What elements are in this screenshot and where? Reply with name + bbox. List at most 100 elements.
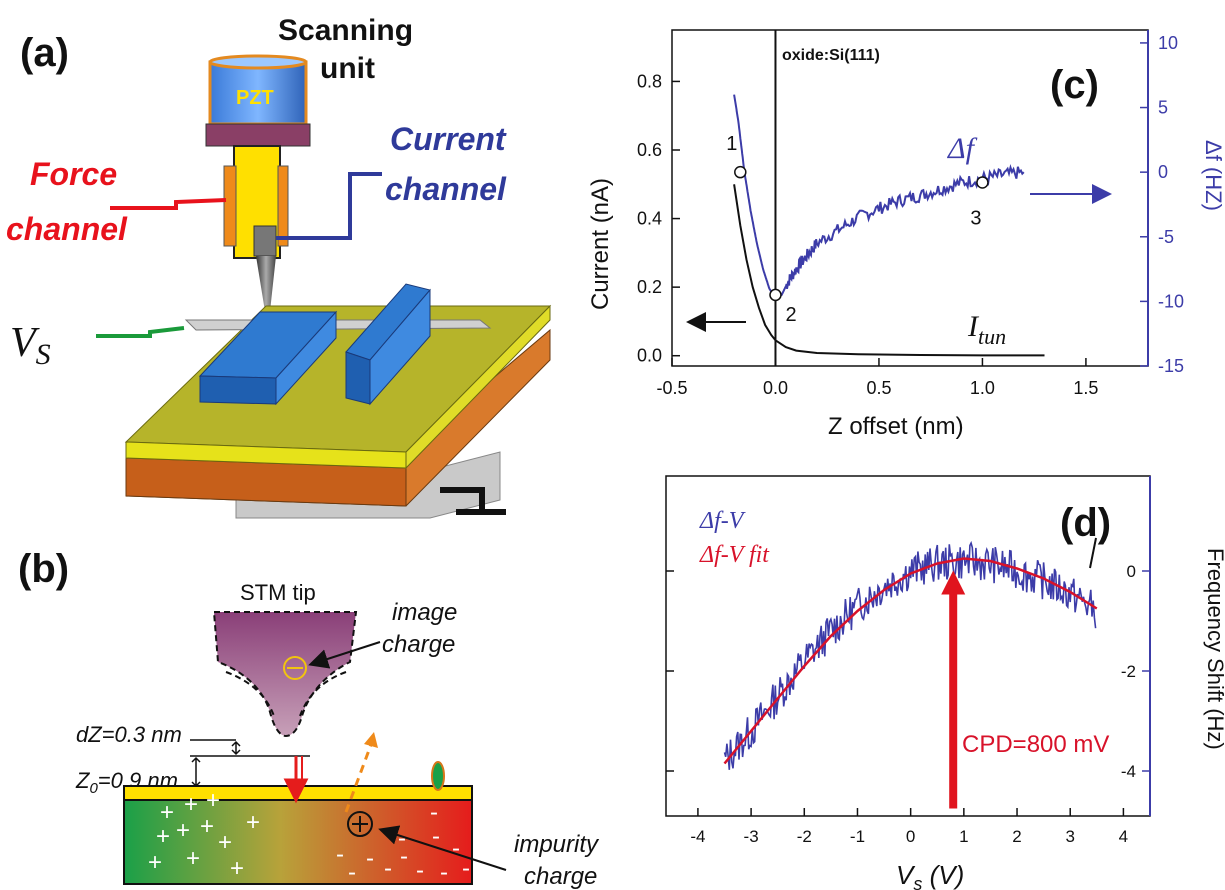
y2-tick-label: 10 — [1158, 33, 1178, 53]
dz-arrows — [231, 740, 241, 756]
plus-charge: + — [184, 791, 198, 818]
plus-charge: + — [230, 855, 244, 882]
current-channel-label-line1: Current — [390, 121, 507, 157]
panel-d-x-ticks: -4 -3 -2 -1 0 1 2 3 4 — [690, 808, 1128, 846]
y-tick-label: -4 — [1121, 762, 1136, 781]
panel-d-y-ticks: 0 -2 -4 — [666, 562, 1150, 781]
minus-charge: - — [462, 855, 470, 882]
negative-charges: -- --- - - ------ — [336, 799, 488, 886]
impurity-charge-pointer — [378, 825, 507, 871]
panel-d-cpd-label: CPD=800 mV — [962, 731, 1109, 758]
orange-dashed-arrow — [344, 741, 374, 813]
x-tick-label: -3 — [744, 827, 759, 846]
panel-c-x-ticks: -0.5 0.0 0.5 1.0 1.5 — [656, 358, 1098, 398]
panel-c-df-series-label: Δf — [947, 132, 978, 165]
impurity-charge-marker — [347, 811, 373, 837]
y-tick-label: 0.8 — [637, 71, 662, 91]
minus-charge: - — [430, 799, 438, 826]
force-channel-label-line2: channel — [6, 211, 128, 247]
minus-charge: - — [416, 857, 424, 884]
panel-c-y2-ticks: 10 5 0 -5 -10 -15 — [1140, 33, 1184, 376]
current-channel-label-line2: channel — [385, 171, 507, 207]
panel-c-y2label: Δf (HZ) — [1201, 140, 1225, 211]
panel-b: (b) STM tip image charge dZ=0.3 nm Z0=0.… — [18, 547, 600, 890]
x-tick-label: 1.0 — [970, 378, 995, 398]
minus-charge: - — [480, 841, 488, 868]
current-channel-wire — [276, 172, 382, 240]
panel-d-series-fit — [723, 557, 1098, 765]
panel-a-label: (a) — [20, 31, 69, 75]
y2-tick-label: 0 — [1158, 162, 1168, 182]
y2-tick-label: 5 — [1158, 98, 1168, 118]
orange-dashed-arrowhead — [364, 732, 378, 748]
panel-d-pointer — [1089, 537, 1097, 569]
x-tick-label: 0.0 — [763, 378, 788, 398]
y-tick-label: 0 — [1127, 562, 1136, 581]
x-tick-label: 2 — [1012, 827, 1021, 846]
plus-charge: + — [186, 845, 200, 872]
image-charge-marker — [283, 656, 307, 680]
plus-charge: + — [156, 823, 170, 850]
cpd-arrow-head — [941, 570, 966, 595]
x-tick-label: -1 — [850, 827, 865, 846]
panel-d-cpd-arrow — [941, 570, 966, 809]
panel-d-xlabel: Vs (V) — [896, 860, 964, 890]
minus-charge: - — [348, 859, 356, 886]
y-tick-label: 0.0 — [637, 346, 662, 366]
y2-tick-label: -5 — [1158, 227, 1174, 247]
plus-charge: + — [160, 799, 174, 826]
panel-c-xlabel: Z offset (nm) — [828, 413, 964, 440]
panel-c-chart: -0.5 0.0 0.5 1.0 1.5 0.0 0.2 0.4 0.6 0.8 10 5 0 -5 -… — [587, 29, 1225, 440]
minus-charge: - — [400, 843, 408, 870]
y2-tick-label: -15 — [1158, 356, 1184, 376]
plus-charge: + — [200, 813, 214, 840]
point-marker — [734, 165, 747, 179]
panel-c-series-df — [733, 94, 1025, 301]
force-channel-label-line1: Force — [30, 156, 117, 192]
point-marker-label: 3 — [970, 207, 981, 229]
panel-d-chart: -4 -3 -2 -1 0 1 2 3 4 0 -2 -4 (d) Δf-V Δf-V fit CP… — [665, 475, 1225, 890]
force-channel-wire — [110, 198, 227, 210]
x-tick-label: -0.5 — [656, 378, 687, 398]
point-marker — [769, 288, 782, 302]
x-tick-label: -4 — [690, 827, 705, 846]
panel-b-label: (b) — [18, 547, 69, 591]
device-stack — [124, 283, 552, 519]
impurity-charge-plus — [352, 816, 368, 832]
ground-symbol — [440, 487, 506, 515]
image-charge-pointer — [308, 641, 381, 669]
stm-tip-label: STM tip — [240, 580, 316, 605]
minus-charge: - — [398, 825, 406, 852]
impurity-charge-label-line1: impurity — [514, 831, 600, 858]
y-tick-label: 0.4 — [637, 209, 662, 229]
x-tick-label: -2 — [797, 827, 812, 846]
x-tick-label: 3 — [1065, 827, 1074, 846]
panel-c-markers: 1 2 3 — [726, 133, 989, 326]
pzt-scanner: PZT — [205, 54, 311, 147]
panel-c-y-ticks: 0.0 0.2 0.4 0.6 0.8 — [637, 71, 680, 366]
x-tick-label: 0 — [906, 827, 915, 846]
plus-charge: + — [176, 817, 190, 844]
point-marker — [976, 176, 989, 189]
image-charge-label-line2: charge — [382, 631, 455, 658]
point-marker-label: 2 — [785, 304, 796, 326]
panel-d-legend-fit: Δf-V fit — [699, 542, 770, 568]
plus-charge: + — [148, 849, 162, 876]
y-tick-label: 0.2 — [637, 277, 662, 297]
x-tick-label: 1 — [959, 827, 968, 846]
y-tick-label: -2 — [1121, 662, 1136, 681]
positive-charges: + + ++ + +++ + ++ — [148, 787, 260, 882]
minus-charge: - — [366, 845, 374, 872]
image-charge-envelope — [225, 671, 347, 717]
minus-charge: - — [440, 859, 448, 886]
cpd-arrow-shaft — [949, 582, 958, 809]
y2-tick-label: -10 — [1158, 291, 1184, 311]
impurity-charge-label-line2: charge — [524, 863, 597, 890]
plus-charge: + — [218, 829, 232, 856]
panel-d-ylabel: Frequency Shift (Hz) — [1203, 548, 1225, 750]
panel-c-series-itun — [733, 184, 1045, 357]
vs-label: VS — [10, 320, 51, 371]
scanning-unit-label-line1: Scanning — [278, 14, 413, 47]
panel-a: (a) Scanning unit PZT Force channel Curr… — [6, 14, 552, 519]
